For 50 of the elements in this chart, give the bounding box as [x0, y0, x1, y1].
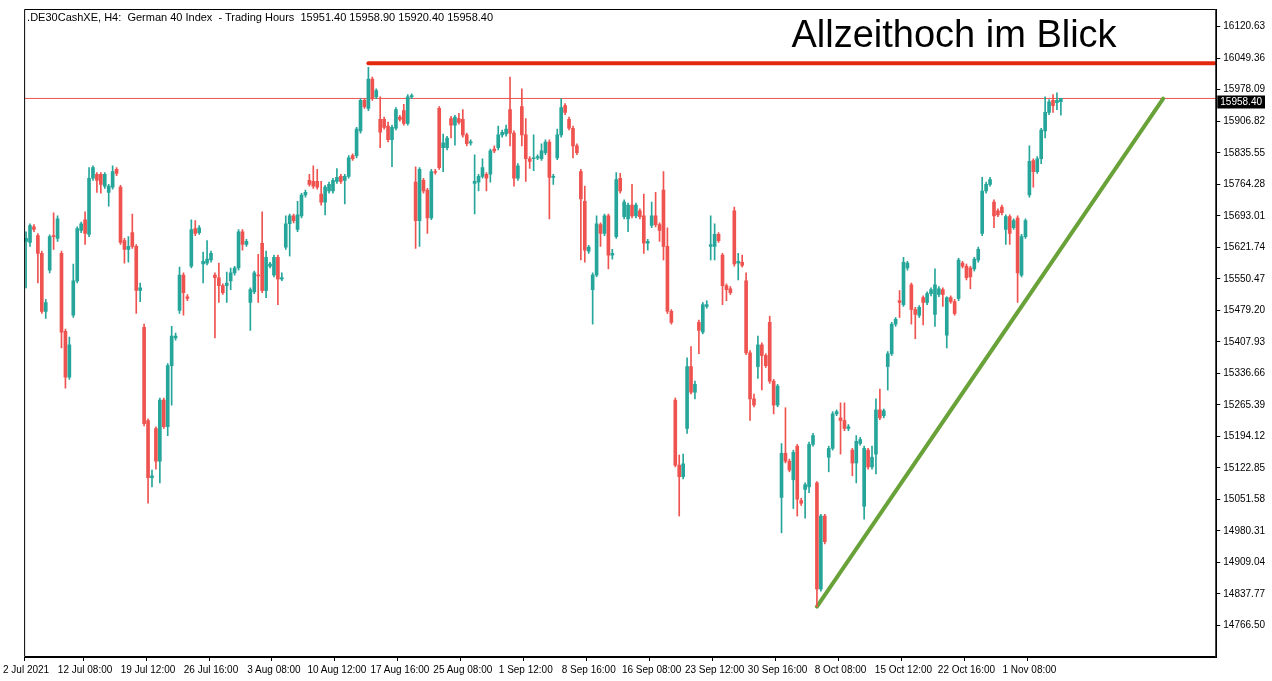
x-tick-label: 12 Jul 08:00: [57, 663, 113, 675]
x-tick-label: 15 Oct 12:00: [874, 663, 933, 675]
y-tick-label: 14980.31: [1223, 524, 1266, 536]
y-tick-label: 15550.47: [1223, 272, 1266, 284]
y-tick-label: 15407.93: [1223, 335, 1266, 347]
candlestick: [551, 173, 556, 185]
x-tick-label: 3 Aug 08:00: [247, 663, 302, 675]
candlestick: [138, 282, 143, 302]
y-tick-label: 15265.39: [1223, 398, 1266, 410]
ref-line-label: 15958.40: [1220, 95, 1263, 107]
chart-subtitle: .DE30CashXE, H4: German 40 Index - Trading Hours 15951.40 15958.90 15920.40 15958.40: [27, 11, 494, 24]
x-tick-label: 30 Sep 16:00: [747, 663, 808, 675]
candlestick: [150, 469, 154, 488]
y-tick-label: 14766.50: [1223, 619, 1266, 631]
x-tick-label: 2 Jul 2021: [3, 663, 50, 675]
y-tick-label: 15978.09: [1223, 83, 1266, 95]
y-tick-label: 15764.28: [1223, 178, 1266, 190]
y-tick-label: 14837.77: [1223, 587, 1266, 599]
x-tick-label: 16 Sep 08:00: [621, 663, 682, 675]
y-tick-label: 15906.82: [1223, 115, 1266, 127]
candlestick: [921, 295, 925, 326]
y-tick-label: 15621.74: [1223, 241, 1266, 253]
y-tick-label: 15479.20: [1223, 304, 1266, 316]
x-tick-label: 23 Sep 12:00: [684, 663, 745, 675]
x-tick-label: 8 Oct 08:00: [814, 663, 867, 675]
x-tick-label: 8 Sep 16:00: [561, 663, 617, 675]
y-tick-label: 15693.01: [1223, 209, 1266, 221]
x-tick-label: 19 Jul 12:00: [120, 663, 176, 675]
candlestick: [645, 238, 650, 251]
y-tick-label: 15194.12: [1223, 430, 1266, 442]
y-tick-label: 15336.66: [1223, 367, 1266, 379]
y-tick-label: 15051.58: [1223, 493, 1266, 505]
x-tick-label: 26 Jul 16:00: [183, 663, 239, 675]
y-tick-label: 16049.36: [1223, 51, 1266, 63]
x-tick-label: 10 Aug 12:00: [307, 663, 367, 675]
x-tick-label: 22 Oct 16:00: [937, 663, 996, 675]
candlestick: [441, 133, 445, 172]
x-tick-label: 1 Nov 08:00: [1002, 663, 1057, 675]
y-tick-label: 15122.85: [1223, 461, 1266, 473]
y-tick-label: 14909.04: [1223, 556, 1266, 568]
candlestick: [287, 213, 292, 257]
y-tick-label: 16120.63: [1223, 20, 1266, 32]
x-tick-label: 1 Sep 12:00: [498, 663, 554, 675]
candlestick: [1059, 97, 1063, 116]
candlestick: [760, 342, 764, 391]
x-tick-label: 17 Aug 16:00: [370, 663, 430, 675]
candlestick: [708, 215, 713, 261]
chart-title: Allzeithoch im Blick: [791, 13, 1118, 56]
y-tick-label: 15835.55: [1223, 146, 1266, 158]
x-tick-label: 25 Aug 08:00: [433, 663, 493, 675]
